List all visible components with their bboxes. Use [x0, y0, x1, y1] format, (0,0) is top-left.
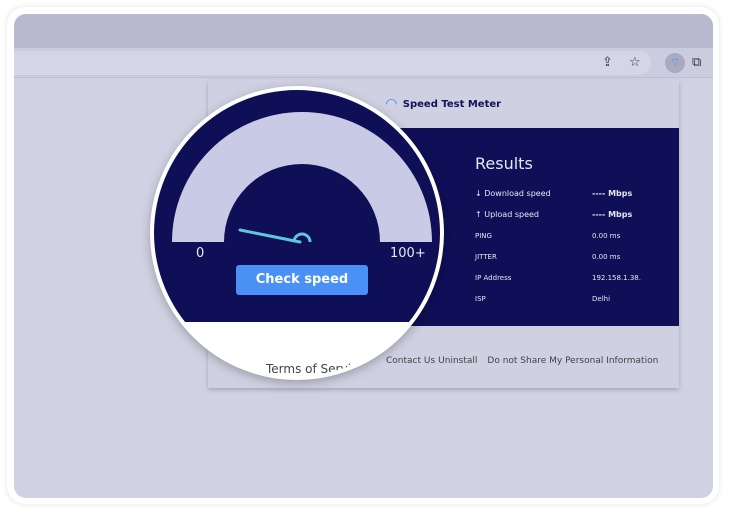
speed-gauge	[172, 112, 432, 244]
result-row: ↓ Download speed ---- Mbps	[475, 183, 641, 204]
result-value: Delhi	[592, 294, 611, 303]
result-value: 0.00 ms	[592, 231, 621, 240]
magnifier: 0 100+ Check speed Terms of Service	[150, 86, 444, 380]
result-label: JITTER	[475, 252, 497, 261]
result-row: IP Address 192.158.1.38.	[475, 267, 641, 288]
star-icon[interactable]: ☆	[629, 55, 641, 70]
popup-title: Speed Test Meter	[402, 98, 502, 110]
uninstall-link[interactable]: Uninstall	[438, 356, 478, 366]
browser-toolbar: ⇪ ☆ ⌔ ⧉	[14, 48, 713, 78]
result-label: IP Address	[475, 273, 512, 282]
speedtest-extension-icon[interactable]: ⌔	[665, 53, 685, 73]
contact-us-link[interactable]: Contact Us	[386, 356, 436, 366]
result-value: 192.158.1.38.	[592, 273, 641, 282]
result-value: ---- Mbps	[592, 210, 633, 219]
share-icon[interactable]: ⇪	[602, 55, 613, 70]
extensions-puzzle-icon[interactable]: ⧉	[692, 55, 702, 70]
terms-of-service-link[interactable]: Terms of Service	[266, 362, 365, 376]
do-not-share-link[interactable]: Do not Share My Personal Information	[487, 356, 659, 366]
check-speed-button[interactable]: Check speed	[236, 265, 368, 295]
tab-bar	[14, 14, 713, 48]
result-row: ISP Delhi	[475, 288, 641, 309]
gauge-min-label: 0	[196, 246, 205, 261]
gauge-arc	[172, 112, 432, 242]
popup-footer: Contact Us Uninstall Do not Share My Per…	[208, 356, 679, 366]
gauge-max-label: 100+	[390, 246, 426, 261]
results-title: Results	[475, 154, 533, 173]
result-value: ---- Mbps	[592, 189, 633, 198]
result-label: ISP	[475, 294, 486, 303]
needle-hub	[292, 232, 312, 243]
result-label: PING	[475, 231, 492, 240]
gauge-needle	[238, 228, 302, 244]
result-row: JITTER 0.00 ms	[475, 246, 641, 267]
result-label: ↑ Upload speed	[475, 210, 539, 219]
address-bar[interactable]	[14, 51, 651, 75]
result-row: ↑ Upload speed ---- Mbps	[475, 204, 641, 225]
result-label: ↓ Download speed	[475, 189, 551, 198]
result-value: 0.00 ms	[592, 252, 621, 261]
result-row: PING 0.00 ms	[475, 225, 641, 246]
